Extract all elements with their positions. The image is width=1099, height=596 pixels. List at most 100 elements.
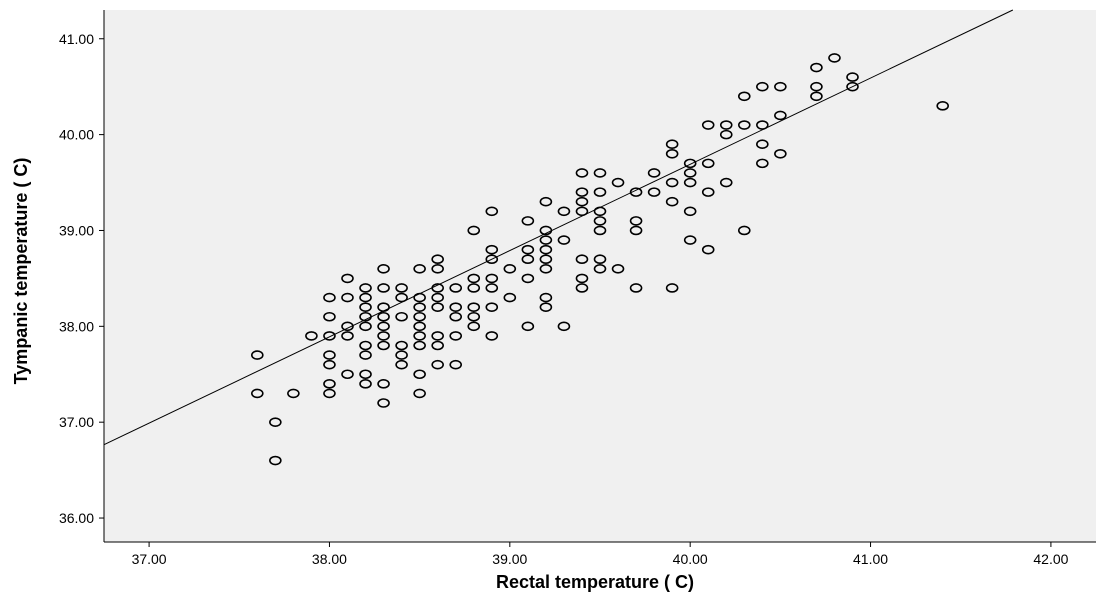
data-point	[431, 283, 444, 293]
data-point	[359, 340, 372, 351]
data-point	[377, 321, 390, 332]
data-point	[485, 302, 499, 312]
data-point	[503, 292, 517, 303]
data-point	[575, 196, 589, 207]
data-point	[683, 235, 697, 245]
data-point	[756, 81, 769, 92]
data-point	[647, 187, 661, 197]
x-tick-label: 40.00	[673, 551, 708, 567]
data-point	[647, 168, 661, 178]
data-point	[431, 292, 444, 303]
x-ticks-group: 37.00 38.00 39.00 40.00 41.00 42.00	[132, 542, 1069, 567]
data-point	[341, 321, 354, 332]
data-point	[810, 62, 823, 73]
data-point	[485, 273, 499, 284]
data-point	[323, 359, 336, 370]
data-point	[575, 168, 589, 178]
data-point	[665, 139, 679, 149]
data-point	[467, 302, 481, 312]
data-point	[323, 350, 336, 360]
data-point	[359, 321, 372, 332]
data-point	[413, 388, 426, 399]
data-point	[413, 340, 426, 351]
data-point	[846, 81, 859, 92]
data-point	[341, 331, 354, 341]
data-point	[936, 101, 949, 111]
data-point	[828, 53, 841, 63]
data-point	[395, 350, 408, 360]
y-tick-label: 39.00	[59, 222, 94, 238]
data-point	[395, 311, 408, 322]
data-point	[756, 120, 769, 130]
data-point	[431, 340, 444, 351]
data-point	[485, 206, 499, 217]
data-point	[593, 264, 607, 274]
data-point	[395, 340, 408, 351]
x-tick-label: 38.00	[312, 551, 347, 567]
data-point	[359, 292, 372, 303]
data-point	[467, 321, 481, 332]
data-point	[467, 225, 481, 236]
data-point	[323, 331, 336, 341]
data-point	[377, 311, 390, 322]
data-point	[341, 292, 354, 303]
data-point	[521, 321, 535, 332]
data-point	[521, 216, 535, 226]
data-point	[287, 388, 300, 399]
data-point	[593, 225, 607, 236]
data-point	[665, 196, 679, 207]
data-point	[377, 331, 390, 341]
data-point	[683, 206, 697, 217]
data-point	[395, 359, 408, 370]
data-point	[539, 196, 553, 207]
x-tick-label: 37.00	[132, 551, 167, 567]
data-point	[539, 244, 553, 255]
data-point	[359, 350, 372, 360]
y-axis-title: Tympanic temperature ( C)	[11, 158, 31, 385]
data-point	[539, 254, 553, 265]
data-point	[593, 206, 607, 217]
data-point	[539, 292, 553, 303]
data-point	[269, 455, 282, 466]
data-point	[377, 283, 390, 293]
data-point	[539, 302, 553, 312]
data-point	[359, 302, 372, 312]
data-point	[413, 292, 426, 303]
data-point	[737, 225, 751, 236]
data-point	[539, 235, 553, 245]
data-point	[665, 283, 679, 293]
data-point	[774, 148, 787, 159]
data-point	[611, 264, 625, 274]
data-point	[593, 168, 607, 178]
data-point	[557, 235, 571, 245]
data-point	[575, 283, 589, 293]
data-point	[593, 254, 607, 265]
data-point	[774, 81, 787, 92]
y-tick-label: 37.00	[59, 414, 94, 430]
data-point	[485, 254, 499, 265]
data-point	[719, 129, 733, 140]
data-point	[557, 206, 571, 217]
data-point	[683, 177, 697, 188]
x-tick-label: 42.00	[1033, 551, 1068, 567]
data-point	[431, 359, 444, 370]
data-point	[810, 91, 823, 102]
data-point	[431, 254, 444, 265]
data-point	[701, 158, 715, 169]
data-point	[719, 120, 733, 130]
data-point	[810, 81, 823, 92]
fit-line	[103, 9, 1014, 446]
data-point	[431, 264, 444, 274]
data-point	[575, 273, 589, 284]
y-tick-label: 38.00	[59, 318, 94, 334]
data-point	[395, 283, 408, 293]
data-point	[701, 244, 715, 255]
data-point	[737, 91, 751, 102]
data-point	[737, 120, 751, 130]
data-point	[449, 311, 463, 322]
data-point	[485, 244, 499, 255]
data-point	[756, 139, 769, 149]
data-point	[449, 283, 463, 293]
data-point	[359, 283, 372, 293]
data-point	[251, 350, 264, 360]
